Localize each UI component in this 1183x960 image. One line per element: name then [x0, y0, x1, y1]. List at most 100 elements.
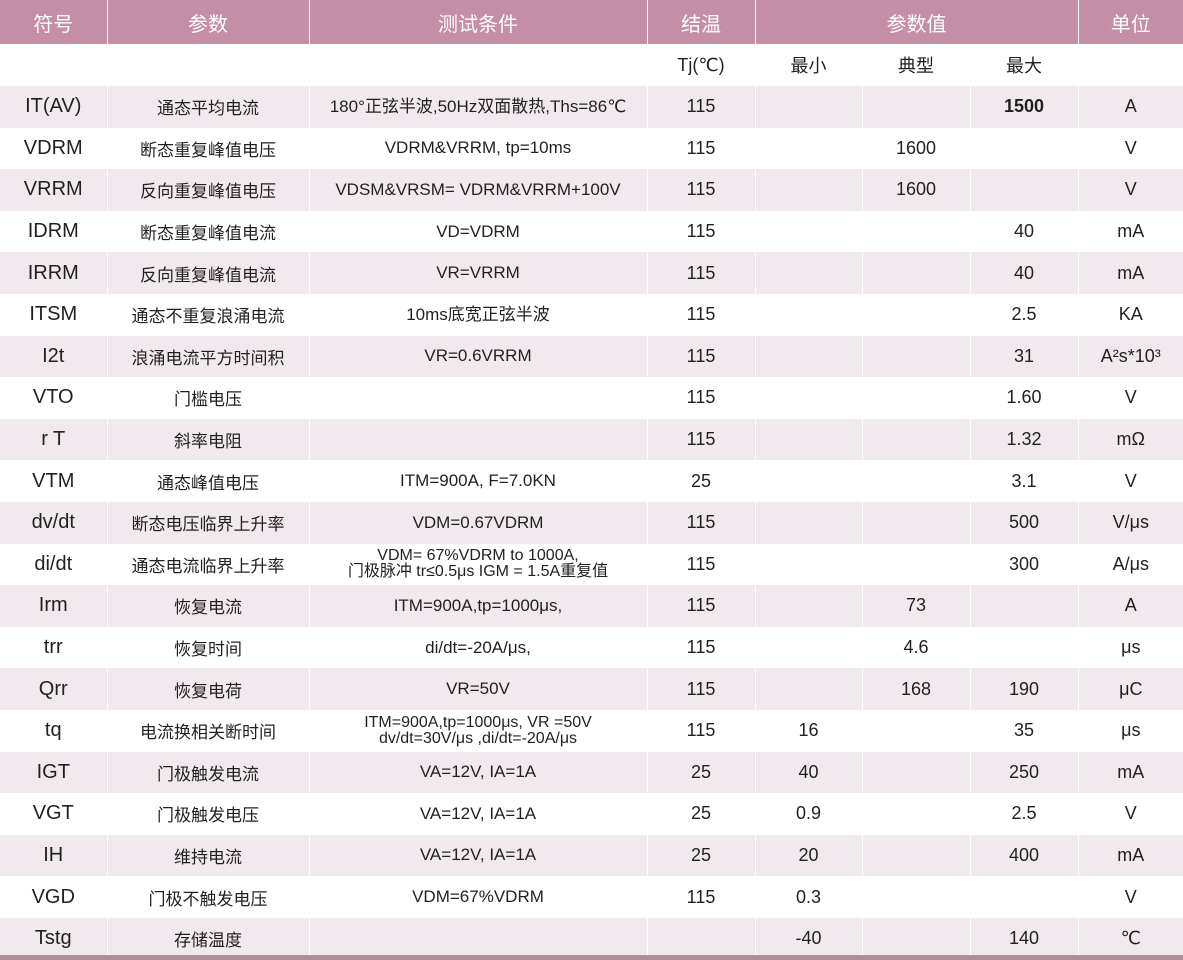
cell-max [969, 127, 1079, 170]
cell-min [754, 86, 862, 128]
subheader-tj: Tj(℃) [646, 44, 755, 86]
table-row: IDRM 断态重复峰值电流 VD=VDRM 115 40 mA [0, 210, 1183, 253]
condition-line: VA=12V, IA=1A [419, 803, 537, 823]
cell-condition: di/dt=-20A/μs, [308, 626, 647, 669]
condition-line: VDM=0.67VDRM [412, 512, 544, 532]
cell-parameter: 门槛电压 [106, 377, 309, 419]
condition-line: VDM= 67%VDRM to 1000A, [377, 547, 579, 565]
cell-symbol: trr [0, 626, 107, 669]
cell-tj: 25 [646, 751, 755, 794]
cell-typ: 168 [861, 668, 970, 710]
condition-line: VDRM&VRRM, tp=10ms [384, 138, 572, 158]
cell-tj: 25 [646, 834, 755, 877]
cell-unit: mA [1077, 252, 1183, 294]
cell-typ: 1600 [861, 169, 970, 211]
cell-min: 0.9 [754, 793, 862, 835]
cell-parameter: 恢复电流 [106, 585, 309, 627]
cell-condition: VDM=0.67VDRM [308, 501, 647, 544]
cell-symbol: dv/dt [0, 501, 107, 544]
cell-parameter: 断态重复峰值电压 [106, 127, 309, 170]
cell-tj: 115 [646, 418, 755, 461]
cell-typ [861, 793, 970, 835]
cell-max: 2.5 [969, 793, 1079, 835]
cell-typ [861, 876, 970, 918]
cell-condition: VD=VDRM [308, 210, 647, 253]
cell-condition: VA=12V, IA=1A [308, 834, 647, 877]
cell-typ [861, 335, 970, 378]
cell-tj: 115 [646, 626, 755, 669]
condition-line: 180°正弦半波,50Hz双面散热,Ths=86℃ [329, 96, 627, 116]
table-row: Tstg 存储温度 -40 140 ℃ [0, 917, 1183, 960]
cell-condition: VR=VRRM [308, 252, 647, 294]
cell-min: 20 [754, 834, 862, 877]
cell-max: 1500 [969, 86, 1079, 128]
table-body: IT(AV) 通态平均电流 180°正弦半波,50Hz双面散热,Ths=86℃ 115… [0, 86, 1183, 960]
condition-line: dv/dt=30V/μs ,di/dt=-20A/μs [378, 729, 578, 747]
cell-parameter: 恢复电荷 [106, 668, 309, 710]
cell-symbol: VDRM [0, 127, 107, 170]
cell-symbol: IDRM [0, 210, 107, 253]
cell-min: -40 [754, 917, 862, 960]
header-symbol: 符号 [0, 0, 107, 44]
cell-symbol: VGD [0, 876, 107, 918]
condition-line: VD=VDRM [436, 221, 520, 241]
header-junction-temp: 结温 [646, 0, 755, 44]
cell-min: 16 [754, 709, 862, 752]
cell-parameter: 存储温度 [106, 917, 309, 960]
cell-max: 31 [969, 335, 1079, 378]
subheader-max: 最大 [969, 44, 1079, 86]
cell-min [754, 377, 862, 419]
table-row: VGD 门极不触发电压 VDM=67%VDRM 115 0.3 V [0, 876, 1183, 918]
condition-line: VR=VRRM [436, 263, 520, 283]
cell-typ [861, 460, 970, 502]
table-row: I2t 浪涌电流平方时间积 VR=0.6VRRM 115 31 A²s*10³ [0, 335, 1183, 378]
cell-unit: KA [1077, 293, 1183, 336]
cell-typ [861, 501, 970, 544]
cell-max: 1.60 [969, 377, 1079, 419]
table-row: Irm 恢复电流 ITM=900A,tp=1000μs, 115 73 A [0, 585, 1183, 627]
table-row: VDRM 断态重复峰值电压 VDRM&VRRM, tp=10ms 115 1600 V [0, 127, 1183, 170]
header-condition: 测试条件 [308, 0, 647, 44]
cell-min [754, 543, 862, 586]
cell-min [754, 418, 862, 461]
condition-line: 门极脉冲 tr≤0.5μs IGM = 1.5A重复值 [347, 563, 609, 581]
cell-condition: ITM=900A,tp=1000μs, [308, 585, 647, 627]
cell-tj: 115 [646, 335, 755, 378]
cell-min [754, 210, 862, 253]
cell-max: 2.5 [969, 293, 1079, 336]
cell-unit: mA [1077, 751, 1183, 794]
cell-condition: VDM=67%VDRM [308, 876, 647, 918]
cell-typ [861, 252, 970, 294]
condition-line: VA=12V, IA=1A [419, 762, 537, 782]
cell-max: 300 [969, 543, 1079, 586]
cell-max: 3.1 [969, 460, 1079, 502]
cell-tj: 115 [646, 668, 755, 710]
cell-typ [861, 917, 970, 960]
table-subheader-row: Tj(℃) 最小 典型 最大 [0, 44, 1183, 86]
table-row: VRRM 反向重复峰值电压 VDSM&VRSM= VDRM&VRRM+100V 115… [0, 169, 1183, 211]
cell-symbol: Tstg [0, 917, 107, 960]
cell-min [754, 335, 862, 378]
cell-parameter: 电流换相关断时间 [106, 709, 309, 752]
cell-unit: A/μs [1077, 543, 1183, 586]
cell-unit: V [1077, 127, 1183, 170]
table-header-row: 符号 参数 测试条件 结温 参数值 单位 [0, 0, 1183, 44]
cell-max [969, 626, 1079, 669]
cell-max [969, 169, 1079, 211]
condition-line: ITM=900A,tp=1000μs, VR =50V [364, 713, 592, 731]
cell-symbol: VTM [0, 460, 107, 502]
cell-tj: 25 [646, 793, 755, 835]
cell-typ [861, 418, 970, 461]
cell-tj: 115 [646, 377, 755, 419]
cell-tj: 115 [646, 86, 755, 128]
cell-max: 400 [969, 834, 1079, 877]
table-row: IT(AV) 通态平均电流 180°正弦半波,50Hz双面散热,Ths=86℃ 115… [0, 86, 1183, 128]
cell-max: 500 [969, 501, 1079, 544]
condition-line: 10ms底宽正弦半波 [406, 304, 550, 324]
cell-condition [308, 418, 647, 461]
cell-symbol: IRRM [0, 252, 107, 294]
cell-min [754, 585, 862, 627]
cell-min [754, 169, 862, 211]
subheader-typ: 典型 [861, 44, 970, 86]
